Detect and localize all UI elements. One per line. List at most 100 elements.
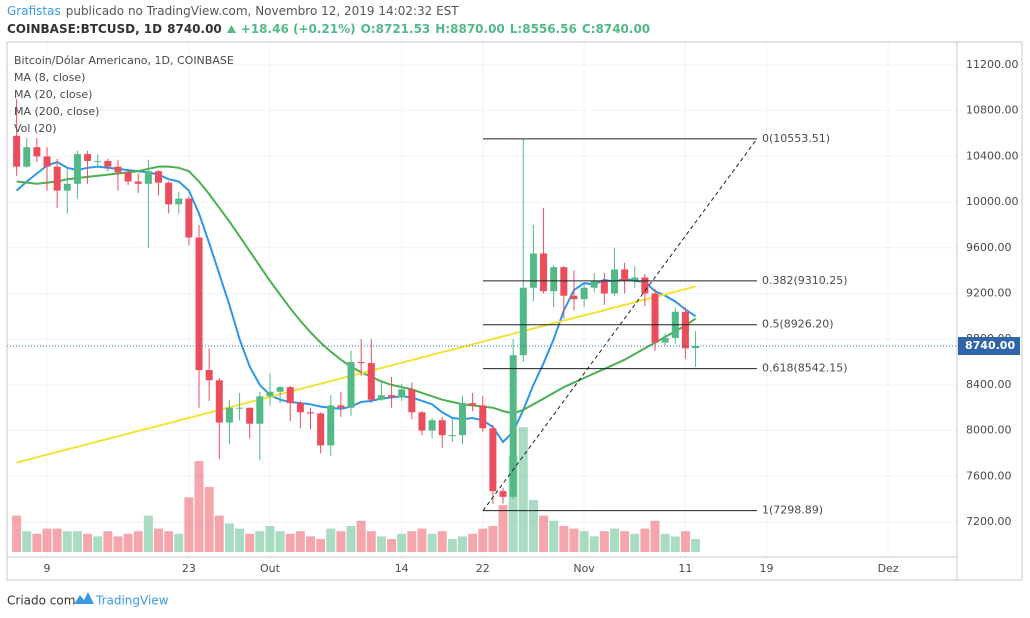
- x-tick-label: 23: [182, 562, 196, 575]
- volume-bar: [488, 526, 498, 552]
- volume-bar: [214, 515, 224, 552]
- volume-bar: [457, 536, 467, 552]
- volume-bar: [397, 533, 407, 552]
- volume-bar: [650, 520, 660, 552]
- volume-bar: [559, 526, 569, 552]
- volume-bar: [660, 533, 670, 552]
- fib-label: 1(7298.89): [762, 504, 823, 517]
- author[interactable]: Grafistas: [7, 4, 61, 18]
- volume-bar: [437, 531, 447, 552]
- low: L:8556.56: [509, 22, 577, 36]
- candle-body: [33, 147, 41, 157]
- legend-entry: Vol (20): [14, 122, 57, 135]
- candle-body: [134, 181, 142, 184]
- volume-bar: [305, 536, 315, 552]
- volume-bar: [83, 533, 93, 552]
- volume-bar: [275, 531, 285, 552]
- volume-bar: [123, 533, 133, 552]
- volume-bar: [407, 531, 417, 552]
- candle-body: [418, 412, 426, 431]
- volume-bar: [103, 531, 113, 552]
- candle-body: [540, 253, 548, 292]
- candle-body: [13, 135, 21, 167]
- y-tick-label: 11200.00: [966, 58, 1019, 71]
- candle-body: [215, 380, 223, 423]
- candle-body: [43, 156, 51, 167]
- candle-body: [154, 171, 162, 183]
- volume-bar: [427, 533, 437, 552]
- legend-entry: MA (200, close): [14, 105, 99, 118]
- x-tick-label: Out: [260, 562, 281, 575]
- volume-bar: [113, 536, 123, 552]
- fib-label: 0.382(9310.25): [762, 274, 848, 287]
- volume-bar: [22, 531, 32, 552]
- candle-body: [317, 413, 325, 446]
- volume-bar: [569, 528, 579, 552]
- volume-bar: [620, 531, 630, 552]
- candle-body: [651, 293, 659, 343]
- candle-body: [479, 405, 487, 429]
- volume-bar: [599, 531, 609, 552]
- volume-bar: [589, 536, 599, 552]
- volume-bar: [680, 531, 690, 552]
- volume-bar: [143, 515, 153, 552]
- volume-bar: [52, 528, 62, 552]
- candle-body: [195, 237, 203, 371]
- volume-bar: [387, 539, 397, 552]
- x-tick-label: 22: [476, 562, 490, 575]
- candle-body: [681, 311, 689, 349]
- up-arrow: [226, 25, 236, 33]
- candle-body: [469, 403, 477, 406]
- candle-body: [621, 269, 629, 281]
- volume-bar: [194, 461, 204, 552]
- candle-body: [509, 355, 517, 497]
- open: O:8721.53: [360, 22, 431, 36]
- candle-body: [489, 428, 497, 492]
- candle-body: [631, 277, 639, 281]
- volume-bar: [174, 533, 184, 552]
- candle-body: [580, 287, 588, 300]
- candle-body: [661, 338, 669, 343]
- candle-body: [600, 280, 608, 294]
- volume-bar: [245, 533, 255, 552]
- candle-body: [570, 295, 578, 300]
- footer-created: Criado com: [7, 594, 75, 608]
- price: 8740.00: [167, 22, 222, 36]
- volume-bar: [417, 528, 427, 552]
- candle-body: [327, 405, 335, 446]
- candle-body: [84, 154, 92, 161]
- close: C:8740.00: [581, 22, 651, 36]
- volume-bar: [204, 487, 214, 552]
- volume-bar: [356, 520, 366, 552]
- volume-bar: [32, 533, 42, 552]
- high: H:8870.00: [435, 22, 505, 36]
- candle-body: [610, 269, 618, 294]
- volume-bar: [265, 526, 275, 552]
- y-tick-label: 9200.00: [966, 286, 1012, 299]
- published: publicado no TradingView.com, Novembro 1…: [65, 4, 459, 18]
- plot: [7, 42, 957, 557]
- x-tick-label: Dez: [878, 562, 899, 575]
- volume-bar: [42, 528, 52, 552]
- volume-bar: [549, 520, 559, 552]
- volume-bar: [498, 505, 508, 552]
- candle-body: [104, 160, 112, 167]
- footer-brand[interactable]: TradingView: [95, 594, 169, 608]
- volume-bar: [346, 526, 356, 552]
- candle-body: [377, 395, 385, 400]
- candle-body: [175, 198, 183, 205]
- x-tick-label: 19: [759, 562, 773, 575]
- volume-bar: [508, 455, 518, 552]
- candle-body: [347, 362, 355, 408]
- y-tick-label: 8400.00: [966, 378, 1012, 391]
- pane-border: [6, 41, 958, 581]
- y-tick-label: 7600.00: [966, 469, 1012, 482]
- candle-body: [337, 405, 345, 408]
- candle-body: [590, 280, 598, 288]
- volume-bar: [528, 500, 538, 552]
- y-tick-label: 10800.00: [966, 104, 1019, 117]
- volume-bar: [184, 497, 194, 552]
- candle-body: [225, 407, 233, 423]
- candle-body: [692, 346, 700, 349]
